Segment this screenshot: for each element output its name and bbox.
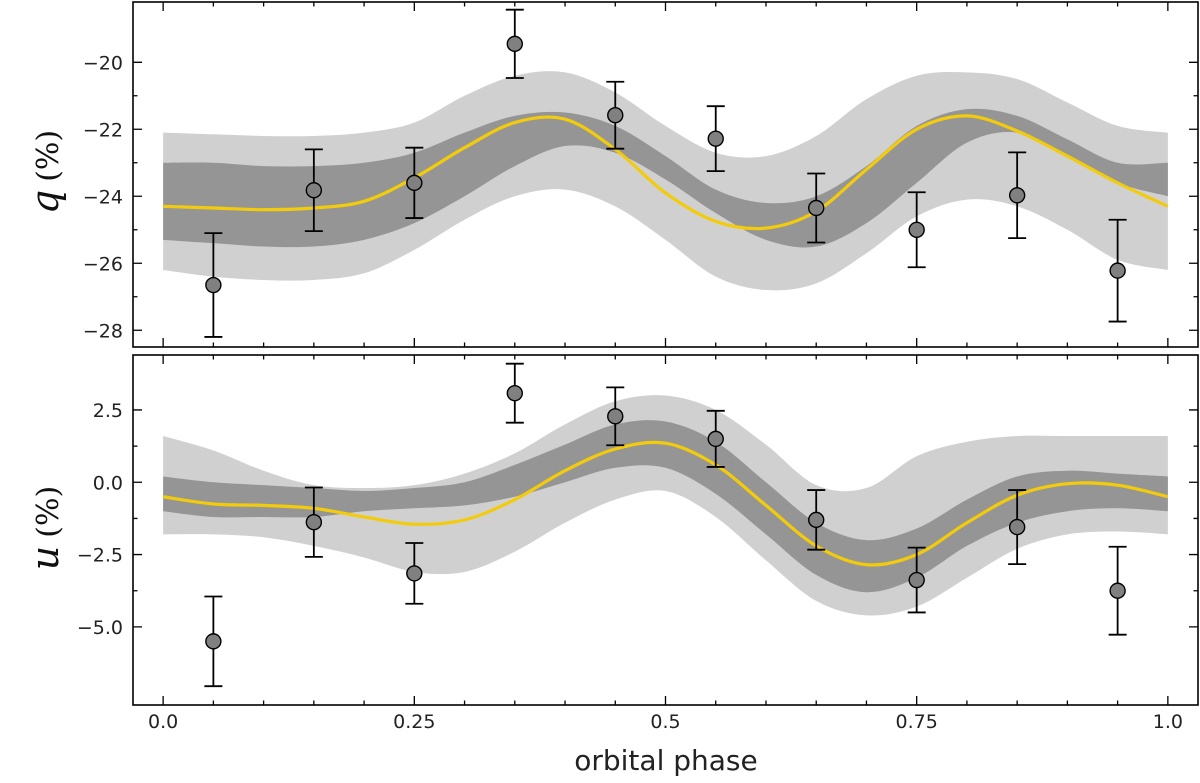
u-model-curve — [162, 440, 1169, 567]
q-outer-band — [163, 71, 1168, 291]
q-data-point — [304, 148, 323, 233]
q-outer-band-layer — [163, 71, 1168, 291]
xtick-label: 0.0 — [148, 711, 178, 733]
u-panel: 2.5 0.0 −2.5 −5.0 u (%) — [23, 354, 1199, 706]
q-data-point — [505, 8, 524, 79]
q-data-point — [1008, 151, 1027, 240]
u-model-layer — [162, 440, 1169, 567]
q-points-layer — [204, 8, 1127, 338]
q-ticks-layer — [133, 2, 1198, 347]
u-data-point — [706, 409, 725, 468]
u-marker — [205, 633, 222, 650]
u-ytick-labels: 2.5 0.0 −2.5 −5.0 — [77, 400, 123, 639]
u-data-point — [807, 489, 826, 551]
q-ylabel: q (%) — [23, 130, 67, 214]
q-ytick-label: −24 — [83, 186, 123, 208]
u-tick-marks — [133, 355, 1198, 705]
q-data-point — [907, 191, 926, 269]
q-marker — [1109, 262, 1126, 279]
q-marker — [808, 199, 825, 217]
u-data-point — [405, 542, 424, 605]
u-ytick-label: −5.0 — [77, 617, 123, 639]
xtick-label: 1.0 — [1153, 711, 1183, 733]
u-marker — [908, 571, 925, 589]
xtick-label: 0.25 — [393, 711, 435, 733]
q-ylabel-var: q — [23, 190, 67, 214]
q-data-point — [606, 80, 625, 150]
q-marker — [908, 221, 925, 238]
u-marker — [707, 430, 724, 448]
u-ticks-layer — [133, 355, 1198, 705]
q-tick-marks — [133, 2, 1198, 347]
q-model-layer — [163, 114, 1169, 231]
q-panel: −20 −22 −24 −26 −28 q (%) — [23, 1, 1199, 348]
u-marker — [607, 408, 624, 425]
u-ytick-label: 2.5 — [93, 400, 123, 422]
u-ylabel-unit: (%) — [31, 486, 66, 538]
xtick-label: 0.75 — [896, 711, 938, 733]
u-data-point — [1008, 489, 1027, 566]
u-data-point — [505, 362, 524, 424]
q-model-curve — [163, 114, 1169, 231]
q-marker — [506, 35, 523, 53]
q-data-point — [405, 146, 424, 219]
q-marker — [205, 276, 222, 294]
q-ylabel-unit: (%) — [31, 130, 66, 182]
u-points-layer — [204, 362, 1127, 688]
q-data-point — [1108, 218, 1127, 323]
u-ylabel-var: u — [23, 546, 67, 570]
u-marker — [808, 511, 825, 529]
q-data-point — [204, 232, 223, 338]
u-ylabel: u (%) — [23, 486, 67, 570]
q-ytick-label: −28 — [83, 320, 123, 342]
u-data-point — [304, 486, 323, 558]
u-data-point — [1108, 545, 1127, 636]
q-axes-frame — [132, 1, 1199, 348]
q-marker — [607, 107, 624, 124]
q-marker — [1008, 187, 1026, 204]
u-ytick-label: 0.0 — [93, 472, 123, 494]
q-ytick-labels: −20 −22 −24 −26 −28 — [83, 52, 123, 342]
u-data-point — [606, 386, 625, 447]
q-marker — [406, 174, 423, 192]
xtick-label: 0.5 — [650, 711, 680, 733]
x-tick-labels: 0.0 0.25 0.5 0.75 1.0 — [148, 711, 1183, 733]
q-data-point — [706, 105, 725, 173]
q-ytick-label: −20 — [83, 52, 123, 74]
u-marker — [506, 384, 523, 402]
u-data-point — [204, 595, 223, 688]
q-ytick-label: −22 — [83, 119, 123, 141]
u-marker — [1008, 518, 1026, 536]
u-ytick-label: −2.5 — [77, 545, 123, 567]
x-axis-label: orbital phase — [574, 744, 758, 777]
q-marker — [305, 182, 323, 199]
u-axes-frame — [132, 354, 1199, 706]
u-marker — [305, 513, 323, 531]
u-marker — [1109, 582, 1126, 599]
q-ytick-label: −26 — [83, 253, 123, 275]
q-marker — [707, 130, 724, 147]
u-data-point — [907, 546, 926, 614]
u-marker — [406, 565, 423, 582]
q-data-point — [807, 172, 826, 244]
